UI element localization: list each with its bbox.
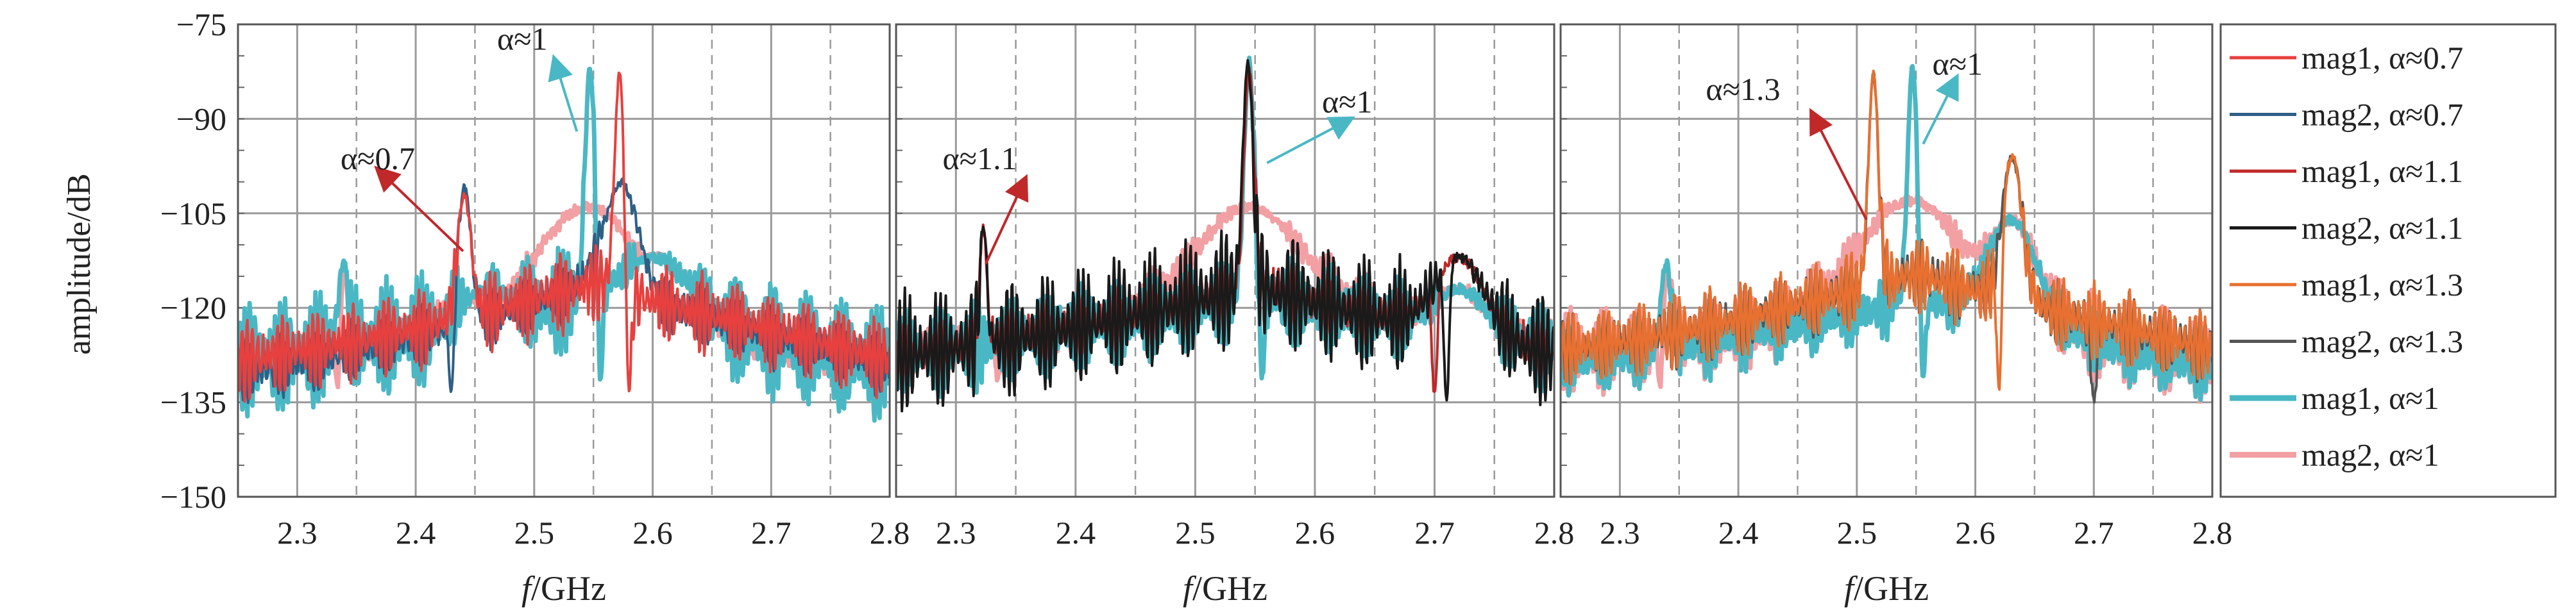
panel-3: 2.3 2.4 2.5 2.6 2.7 2.8 f/GHz α≈1.3 α≈1 <box>1559 23 2233 608</box>
x-tick-label: 2.5 <box>1837 515 1877 551</box>
legend-label: mag1, α≈0.7 <box>2301 40 2463 76</box>
panel-1: 2.3 2.4 2.5 2.6 2.7 2.8 f/GHz −75 −90 −105 −120 −13… <box>160 6 910 608</box>
plot-frame <box>1559 23 2214 498</box>
legend-label: mag1, α≈1.3 <box>2301 267 2463 303</box>
y-tick-label: −135 <box>160 385 226 420</box>
x-tick-label: 2.6 <box>1295 515 1335 551</box>
legend-frame <box>2219 23 2557 498</box>
y-tick-label: −105 <box>160 196 226 231</box>
series-line-mag1_1 <box>1561 63 2212 403</box>
x-tick-label: 2.8 <box>1534 515 1575 551</box>
annotation-arrow <box>1266 116 1355 164</box>
annotation-arrow <box>985 174 1029 265</box>
y-tick-label: −150 <box>160 479 226 515</box>
plot-frame <box>895 23 1555 498</box>
x-tick-label: 2.4 <box>1718 515 1759 551</box>
legend-label: mag2, α≈1.1 <box>2301 210 2463 246</box>
y-tick-label: −75 <box>176 6 226 42</box>
x-tick-label: 2.4 <box>396 515 436 551</box>
panel-2: 2.3 2.4 2.5 2.6 2.7 2.8 f/GHz α≈1.1 α≈1 <box>895 23 1575 608</box>
x-tick-label: 2.8 <box>2192 515 2233 551</box>
x-tick-label: 2.8 <box>870 515 910 551</box>
legend-label: mag1, α≈1.1 <box>2301 153 2463 189</box>
x-axis-label: f/GHz <box>1183 569 1267 608</box>
annotation-label: α≈1 <box>1933 46 1983 82</box>
annotation-label: α≈1.3 <box>1706 71 1780 107</box>
x-tick-label: 2.6 <box>632 515 673 551</box>
annotation-label: α≈1 <box>497 21 548 56</box>
legend-label: mag2, α≈1 <box>2301 437 2439 473</box>
annotation-label: α≈1.1 <box>943 140 1017 176</box>
series-line-mag2_11 <box>896 59 1554 413</box>
annotation-label: α≈0.7 <box>341 140 415 176</box>
plot-frame <box>237 23 891 498</box>
x-axis-label: f/GHz <box>1844 569 1929 608</box>
series-line-mag1_13 <box>1561 69 2212 391</box>
x-tick-label: 2.6 <box>1955 515 1996 551</box>
y-axis-label: amplitude/dB <box>61 173 97 354</box>
series-line-mag1_1 <box>238 67 890 423</box>
annotation-arrow <box>548 54 579 132</box>
x-axis-label: f/GHz <box>521 569 606 608</box>
x-tick-label: 2.7 <box>1414 515 1455 551</box>
legend: mag1, α≈0.7 mag2, α≈0.7 mag1, α≈1.1 mag2, α… <box>2219 23 2557 498</box>
x-tick-label: 2.3 <box>1600 515 1640 551</box>
legend-label: mag2, α≈0.7 <box>2301 97 2463 133</box>
series-line-mag1_07 <box>238 71 890 403</box>
annotation-arrow <box>374 165 464 253</box>
legend-label: mag1, α≈1 <box>2301 380 2439 416</box>
y-tick-label: −120 <box>160 290 226 326</box>
x-tick-label: 2.3 <box>277 515 318 551</box>
x-tick-label: 2.7 <box>2074 515 2114 551</box>
x-tick-label: 2.7 <box>751 515 792 551</box>
annotation-arrow <box>1922 73 1959 145</box>
annotation-label: α≈1 <box>1322 84 1373 120</box>
y-tick-label: −90 <box>176 101 226 137</box>
x-tick-label: 2.5 <box>1175 515 1216 551</box>
x-tick-label: 2.5 <box>514 515 555 551</box>
chart-panels: 2.3 2.4 2.5 2.6 2.7 2.8 f/GHz −75 −90 −105 −120 −13… <box>160 6 2232 608</box>
x-tick-label: 2.3 <box>936 515 976 551</box>
x-tick-label: 2.4 <box>1056 515 1096 551</box>
annotation-arrow <box>1809 108 1868 221</box>
legend-label: mag2, α≈1.3 <box>2301 324 2463 360</box>
